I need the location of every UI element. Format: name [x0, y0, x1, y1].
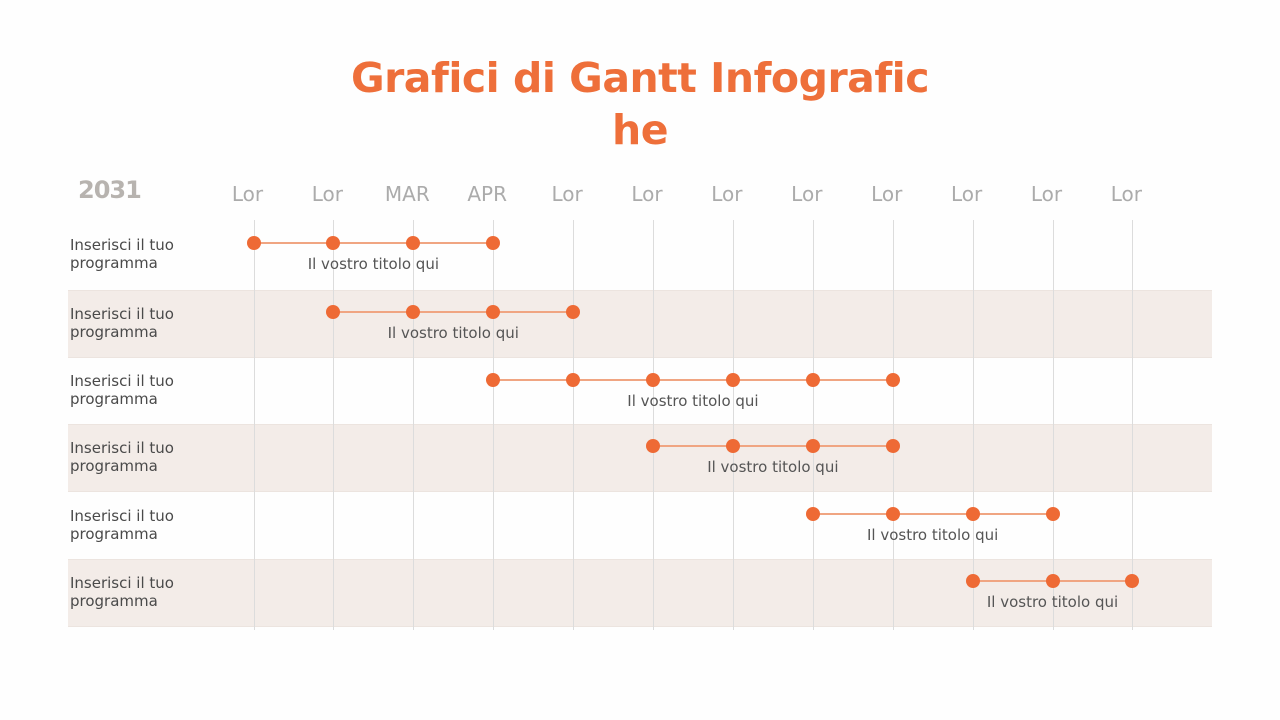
gantt-row	[68, 290, 1212, 358]
task-title: Il vostro titolo qui	[866, 526, 999, 544]
row-label: Inserisci il tuo programma	[70, 506, 174, 543]
gridline	[254, 220, 255, 630]
task-connector-line	[653, 445, 893, 447]
year-label: 2031	[78, 176, 142, 204]
row-label: Inserisci il tuo programma	[70, 439, 174, 475]
row-label: Inserisci il tuo programma	[70, 574, 174, 610]
gantt-row	[68, 220, 1212, 290]
gantt-row	[68, 358, 1212, 424]
column-header: Lor	[1110, 182, 1143, 206]
milestone-dot[interactable]	[566, 305, 581, 319]
column-header: APR	[467, 182, 507, 206]
gridline	[813, 220, 814, 630]
column-header: Lor	[791, 182, 823, 206]
row-label: Inserisci il tuo programma	[70, 372, 174, 408]
gridline	[1132, 220, 1133, 630]
gridline	[493, 220, 494, 630]
milestone-dot[interactable]	[246, 236, 261, 250]
milestone-dot[interactable]	[486, 373, 501, 387]
milestone-dot[interactable]	[1045, 574, 1060, 588]
milestone-dot[interactable]	[805, 439, 820, 453]
milestone-dot[interactable]	[406, 305, 421, 319]
column-header: Lor	[311, 182, 344, 206]
title-line-1: Grafici di Gantt Infografic	[350, 54, 930, 102]
milestone-dot[interactable]	[1045, 507, 1060, 521]
gantt-row	[68, 424, 1212, 492]
milestone-dot[interactable]	[406, 236, 421, 250]
gantt-row	[68, 492, 1212, 559]
milestone-dot[interactable]	[486, 236, 501, 250]
column-header: Lor	[950, 182, 983, 206]
milestone-dot[interactable]	[965, 507, 980, 521]
task-title: Il vostro titolo qui	[307, 255, 439, 273]
column-header: Lor	[631, 182, 663, 206]
milestone-dot[interactable]	[885, 507, 900, 521]
row-label: Inserisci il tuo programma	[70, 236, 174, 272]
milestone-dot[interactable]	[725, 439, 740, 453]
milestone-dot[interactable]	[326, 305, 341, 319]
task-title: Il vostro titolo qui	[627, 392, 759, 410]
task-connector-line	[812, 513, 1053, 515]
task-title: Il vostro titolo qui	[387, 324, 519, 342]
title-line-2: he	[612, 106, 669, 154]
column-header: Lor	[871, 182, 903, 206]
milestone-dot[interactable]	[486, 305, 501, 319]
column-header: MAR	[384, 182, 430, 206]
gantt-row	[68, 559, 1212, 627]
gridline	[333, 220, 334, 630]
gridline	[1053, 220, 1054, 630]
page-title: Grafici di Gantt Infografic he	[340, 52, 940, 156]
milestone-dot[interactable]	[646, 439, 660, 453]
milestone-dot[interactable]	[646, 373, 660, 387]
milestone-dot[interactable]	[885, 439, 900, 453]
gridline	[413, 220, 414, 630]
gridline	[573, 220, 574, 630]
milestone-dot[interactable]	[566, 373, 581, 387]
column-header: Lor	[711, 182, 743, 206]
column-header: Lor	[231, 182, 264, 206]
milestone-dot[interactable]	[805, 507, 820, 521]
milestone-dot[interactable]	[725, 373, 740, 387]
milestone-dot[interactable]	[965, 574, 980, 588]
gridline	[973, 220, 974, 630]
milestone-dot[interactable]	[1125, 574, 1140, 588]
task-title: Il vostro titolo qui	[986, 593, 1119, 611]
column-header: Lor	[551, 182, 583, 206]
milestone-dot[interactable]	[885, 373, 900, 387]
task-connector-line	[493, 379, 893, 381]
row-label: Inserisci il tuo programma	[70, 305, 174, 341]
task-connector-line	[333, 311, 574, 313]
task-title: Il vostro titolo qui	[707, 458, 839, 476]
column-header: Lor	[1030, 182, 1063, 206]
task-connector-line	[253, 242, 494, 244]
gridline	[893, 220, 894, 630]
milestone-dot[interactable]	[326, 236, 341, 250]
gridline	[653, 220, 654, 630]
gridline	[733, 220, 734, 630]
milestone-dot[interactable]	[805, 373, 820, 387]
